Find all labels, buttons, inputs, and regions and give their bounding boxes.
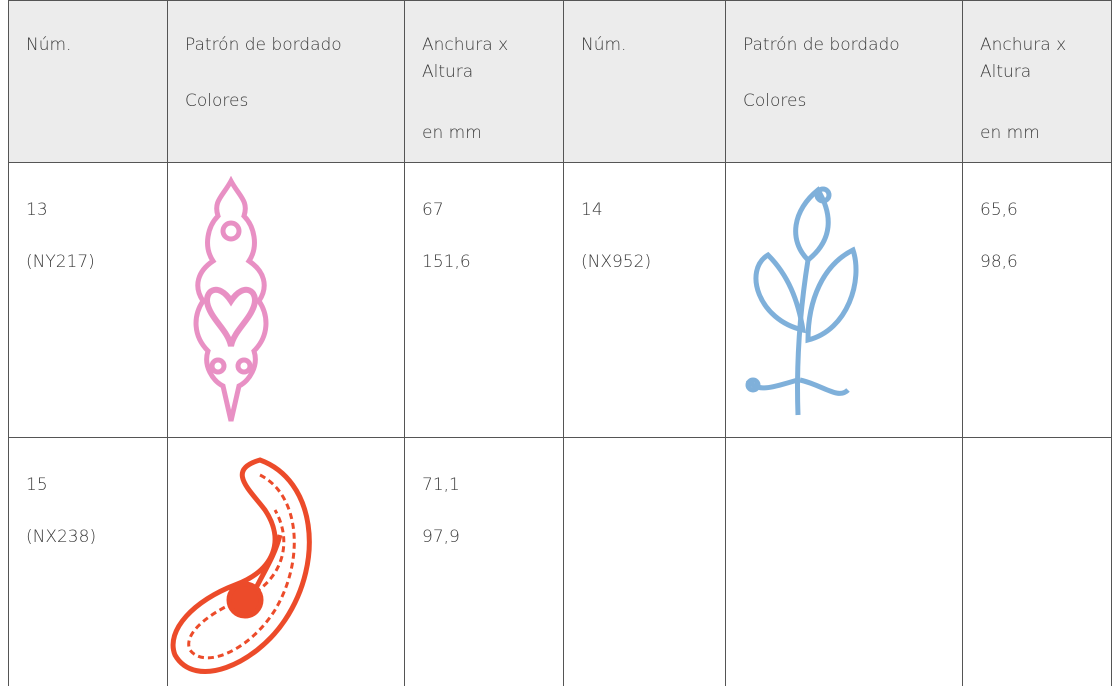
- header-text: Colores: [185, 91, 249, 111]
- column-border: [8, 0, 9, 686]
- row-border: [8, 437, 1112, 438]
- header-background: [8, 0, 1111, 162]
- entry-size: 151,6: [422, 252, 471, 272]
- pattern-image: [193, 176, 269, 422]
- entry-size: 71,1: [422, 475, 460, 495]
- entry-size: 97,9: [422, 527, 460, 547]
- header-text: Anchura x: [980, 35, 1067, 55]
- pattern-image: [170, 457, 312, 674]
- entry-number: 13: [26, 200, 48, 220]
- entry-number: 15: [26, 475, 48, 495]
- header-text: Patrón de bordado: [185, 35, 342, 55]
- entry-size: 67: [422, 200, 444, 220]
- entry-size: 65,6: [980, 200, 1018, 220]
- column-border: [404, 0, 405, 686]
- header-text: Anchura x: [422, 35, 509, 55]
- header-text: Colores: [743, 91, 807, 111]
- column-border: [1111, 0, 1112, 686]
- entry-number: 14: [581, 200, 603, 220]
- column-border: [563, 0, 564, 686]
- header-text: Núm.: [26, 35, 72, 55]
- header-text: Núm.: [581, 35, 627, 55]
- column-border: [725, 0, 726, 686]
- row-border: [8, 162, 1112, 163]
- pattern-image: [745, 186, 859, 416]
- entry-code: (NX238): [26, 527, 97, 547]
- column-border: [167, 0, 168, 686]
- header-text: en mm: [422, 123, 482, 143]
- entry-code: (NX952): [581, 252, 652, 272]
- entry-code: (NY217): [26, 252, 95, 272]
- column-border: [962, 0, 963, 686]
- entry-size: 98,6: [980, 252, 1018, 272]
- header-text: Altura: [980, 62, 1032, 82]
- header-text: Altura: [422, 62, 474, 82]
- header-text: Patrón de bordado: [743, 35, 900, 55]
- header-text: en mm: [980, 123, 1040, 143]
- row-border: [8, 0, 1112, 1]
